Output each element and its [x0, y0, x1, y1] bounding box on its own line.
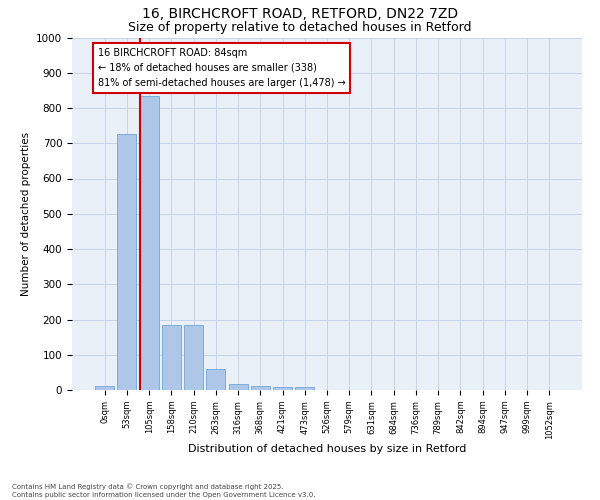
- Text: Contains HM Land Registry data © Crown copyright and database right 2025.
Contai: Contains HM Land Registry data © Crown c…: [12, 484, 316, 498]
- Bar: [251, 386, 270, 390]
- Y-axis label: Number of detached properties: Number of detached properties: [20, 132, 31, 296]
- Bar: [273, 387, 292, 390]
- Text: 16, BIRCHCROFT ROAD, RETFORD, DN22 7ZD: 16, BIRCHCROFT ROAD, RETFORD, DN22 7ZD: [142, 8, 458, 22]
- Bar: [295, 387, 314, 390]
- Text: 16 BIRCHCROFT ROAD: 84sqm
← 18% of detached houses are smaller (338)
81% of semi: 16 BIRCHCROFT ROAD: 84sqm ← 18% of detac…: [97, 48, 345, 88]
- Bar: [95, 386, 114, 390]
- Bar: [118, 134, 136, 390]
- Bar: [140, 96, 158, 390]
- X-axis label: Distribution of detached houses by size in Retford: Distribution of detached houses by size …: [188, 444, 466, 454]
- Bar: [206, 369, 225, 390]
- Bar: [229, 384, 248, 390]
- Text: Size of property relative to detached houses in Retford: Size of property relative to detached ho…: [128, 21, 472, 34]
- Bar: [184, 326, 203, 390]
- Bar: [162, 326, 181, 390]
